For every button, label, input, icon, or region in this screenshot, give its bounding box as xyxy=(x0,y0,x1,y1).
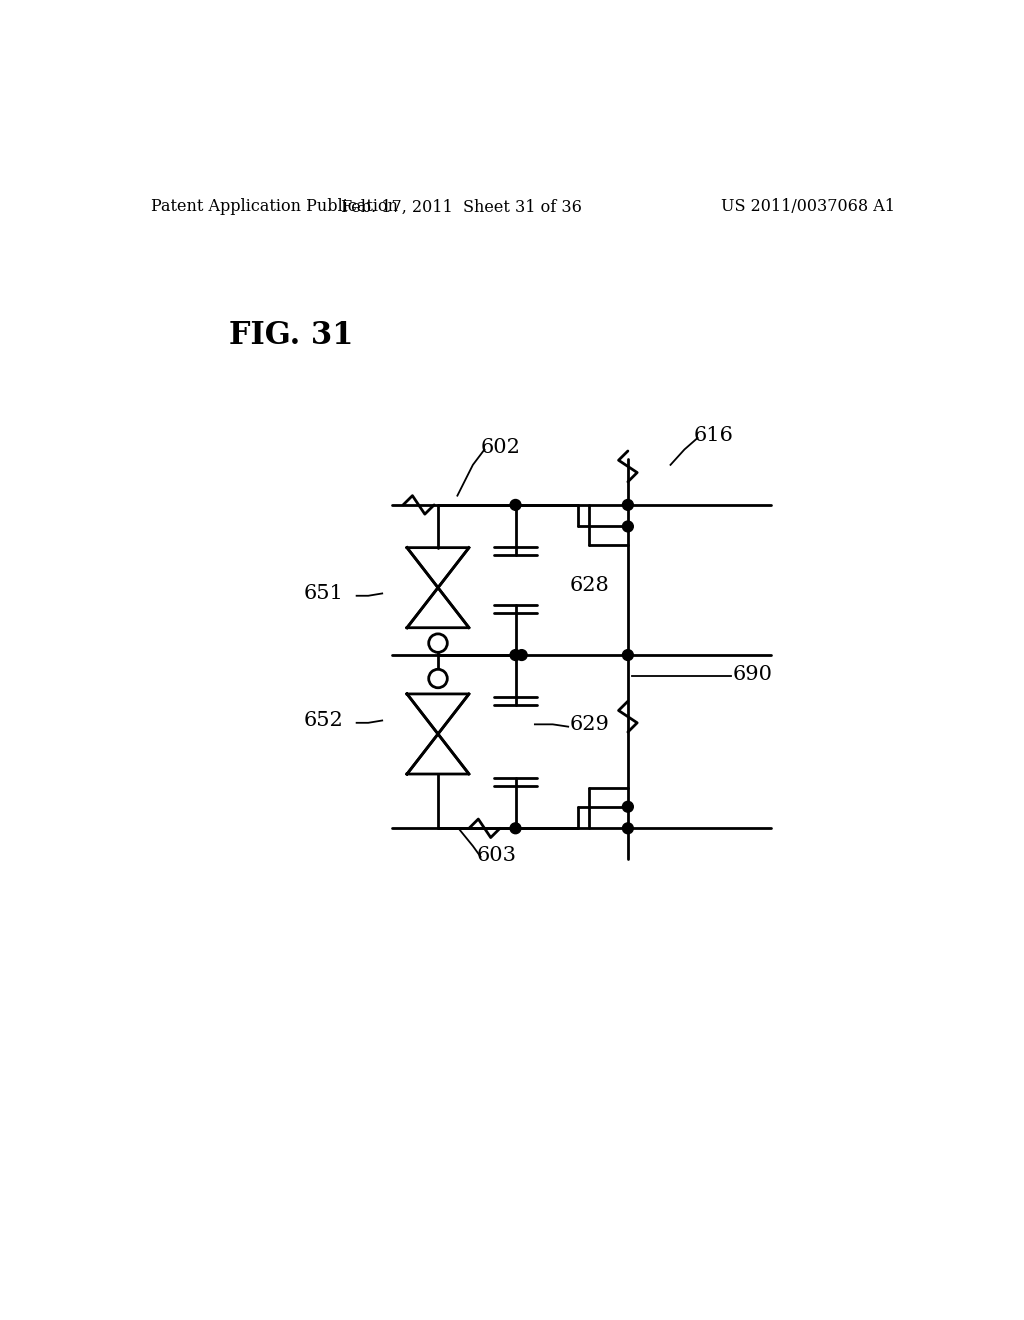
Text: Feb. 17, 2011  Sheet 31 of 36: Feb. 17, 2011 Sheet 31 of 36 xyxy=(341,198,582,215)
Text: 652: 652 xyxy=(304,711,343,730)
Text: 628: 628 xyxy=(569,577,609,595)
Text: 651: 651 xyxy=(303,583,343,603)
Text: 603: 603 xyxy=(477,846,517,865)
Circle shape xyxy=(510,499,521,511)
Circle shape xyxy=(623,649,633,660)
Circle shape xyxy=(429,634,447,652)
Circle shape xyxy=(623,801,633,812)
Text: Patent Application Publication: Patent Application Publication xyxy=(152,198,398,215)
Circle shape xyxy=(510,822,521,834)
Text: 629: 629 xyxy=(569,715,609,734)
Text: US 2011/0037068 A1: US 2011/0037068 A1 xyxy=(721,198,895,215)
Circle shape xyxy=(510,649,521,660)
Text: 616: 616 xyxy=(693,426,733,445)
Circle shape xyxy=(623,499,633,511)
Text: 602: 602 xyxy=(480,438,520,457)
Text: 690: 690 xyxy=(732,665,772,684)
Text: FIG. 31: FIG. 31 xyxy=(228,319,353,351)
Circle shape xyxy=(623,822,633,834)
Circle shape xyxy=(623,521,633,532)
Circle shape xyxy=(516,649,527,660)
Circle shape xyxy=(429,669,447,688)
